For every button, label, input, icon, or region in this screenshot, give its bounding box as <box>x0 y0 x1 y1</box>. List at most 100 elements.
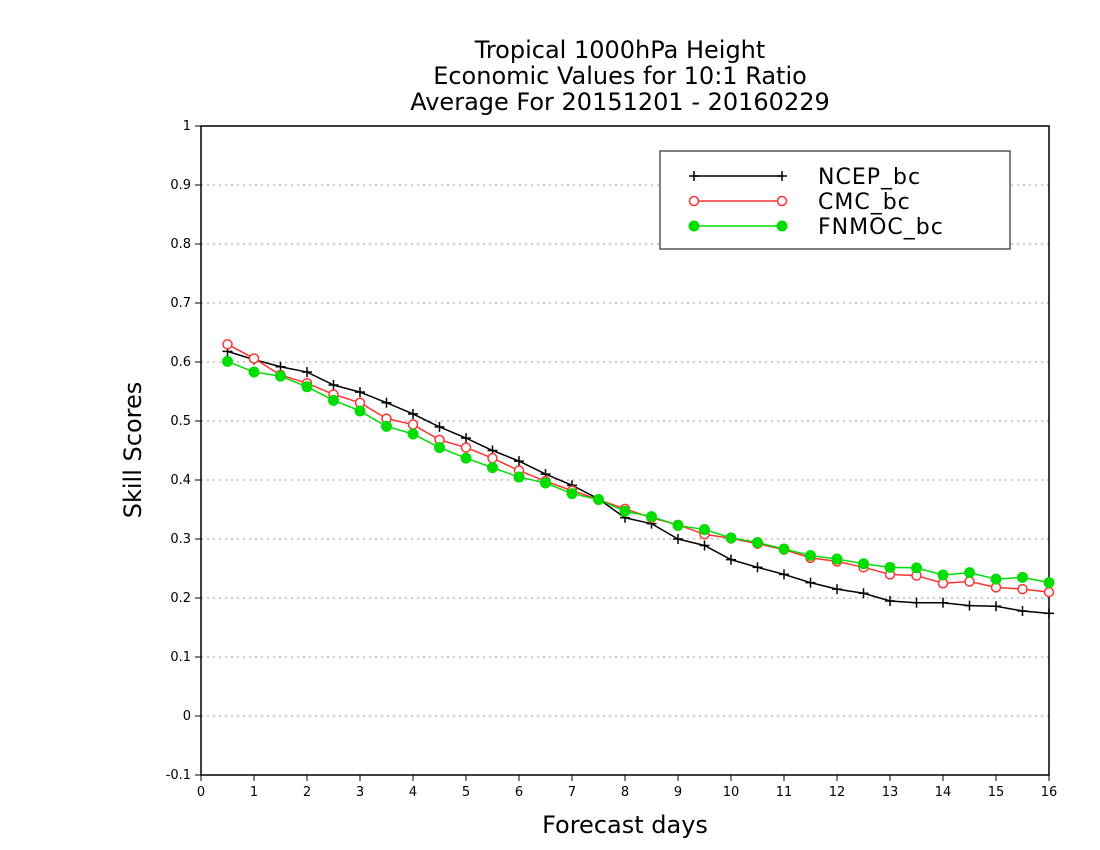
data-point-FNMOC_bc <box>778 543 790 555</box>
legend-item-CMC_bc: CMC_bc <box>688 190 911 215</box>
data-point-FNMOC_bc <box>460 452 472 464</box>
legend-marker <box>688 195 700 207</box>
data-point-NCEP_bc <box>434 421 445 432</box>
x-tick-label: 7 <box>568 785 576 800</box>
legend-marker <box>688 220 700 232</box>
data-point-FNMOC_bc <box>354 405 366 417</box>
data-point-FNMOC_bc <box>301 381 313 393</box>
x-tick-label: 12 <box>829 785 846 800</box>
data-point-FNMOC_bc <box>964 567 975 579</box>
data-point-FNMOC_bc <box>858 558 869 570</box>
data-point-NCEP_bc <box>805 577 816 588</box>
x-tick-label: 10 <box>723 785 740 800</box>
data-point-CMC_bc <box>964 576 975 587</box>
data-point-FNMOC_bc <box>248 366 260 378</box>
data-point-CMC_bc <box>407 419 419 430</box>
legend-marker <box>776 195 788 207</box>
legend-box <box>659 150 1011 250</box>
data-point-FNMOC_bc <box>222 355 233 367</box>
x-tick-label: 3 <box>356 785 364 800</box>
data-point-NCEP_bc <box>381 397 392 408</box>
x-tick-label: 2 <box>303 785 311 800</box>
data-point-FNMOC_bc <box>937 569 949 581</box>
data-point-FNMOC_bc <box>328 394 339 406</box>
data-point-FNMOC_bc <box>805 550 816 562</box>
data-point-NCEP_bc <box>408 408 418 419</box>
y-tick-label: 0.3 <box>170 532 191 547</box>
data-point-NCEP_bc <box>964 600 975 611</box>
legend-marker <box>689 171 699 181</box>
legend-item-NCEP_bc: NCEP_bc <box>689 165 921 190</box>
y-axis-label: Skill Scores <box>119 382 147 519</box>
x-axis-label: Forecast days <box>542 811 708 839</box>
y-tick-label: 0.5 <box>170 414 191 429</box>
data-point-CMC_bc <box>460 442 472 453</box>
x-tick-label: 0 <box>197 785 205 800</box>
data-point-FNMOC_bc <box>407 428 419 440</box>
data-point-FNMOC_bc <box>513 471 525 483</box>
x-tick-label: 6 <box>515 785 523 800</box>
x-tick-label: 15 <box>988 785 1005 800</box>
data-point-FNMOC_bc <box>275 370 286 382</box>
axis-ticks: -0.100.10.20.30.40.50.60.70.80.910 1 2 3 4 5 6… <box>166 119 1058 800</box>
chart-title-line-3: Average For 20151201 - 20160229 <box>410 88 830 116</box>
data-point-NCEP_bc <box>885 595 895 606</box>
data-point-NCEP_bc <box>328 380 339 391</box>
y-tick-label: -0.1 <box>166 768 191 783</box>
series-FNMOC_bc <box>222 355 1055 589</box>
legend-label: NCEP_bc <box>818 165 921 190</box>
y-tick-label: 0.6 <box>170 355 191 370</box>
x-tick-label: 14 <box>935 785 952 800</box>
x-tick-label: 4 <box>409 785 417 800</box>
y-tick-label: 1 <box>183 119 191 134</box>
data-point-CMC_bc <box>222 339 233 350</box>
data-point-NCEP_bc <box>514 456 524 467</box>
data-point-FNMOC_bc <box>566 488 578 500</box>
data-point-FNMOC_bc <box>381 420 392 432</box>
series-line-NCEP_bc <box>227 350 1050 615</box>
legend-marker <box>776 220 788 232</box>
data-point-NCEP_bc <box>1017 605 1028 616</box>
data-point-NCEP_bc <box>726 554 736 565</box>
series-line-CMC_bc <box>227 343 1050 593</box>
chart-title-line-2: Economic Values for 10:1 Ratio <box>433 62 807 90</box>
data-point-NCEP_bc <box>302 367 312 378</box>
data-point-FNMOC_bc <box>434 442 445 454</box>
x-tick-label: 11 <box>776 785 793 800</box>
data-point-CMC_bc <box>1017 583 1028 595</box>
data-point-NCEP_bc <box>858 588 869 599</box>
data-point-NCEP_bc <box>911 597 922 608</box>
data-point-FNMOC_bc <box>646 511 657 523</box>
series-NCEP_bc <box>222 346 1054 619</box>
y-tick-label: 0.7 <box>170 296 191 311</box>
x-tick-label: 13 <box>882 785 899 800</box>
data-point-FNMOC_bc <box>884 561 896 573</box>
y-tick-label: 0 <box>183 709 191 724</box>
data-point-CMC_bc <box>248 353 260 364</box>
data-point-FNMOC_bc <box>672 519 684 531</box>
data-point-FNMOC_bc <box>1043 577 1055 589</box>
data-point-NCEP_bc <box>779 569 789 580</box>
data-point-NCEP_bc <box>991 601 1001 612</box>
data-point-NCEP_bc <box>355 387 365 398</box>
x-tick-label: 8 <box>621 785 629 800</box>
data-point-NCEP_bc <box>752 562 763 573</box>
series-layer <box>222 339 1055 619</box>
chart-title: Tropical 1000hPa Height Economic Values … <box>410 36 830 116</box>
x-tick-label: 5 <box>462 785 470 800</box>
x-tick-label: 9 <box>674 785 682 800</box>
data-point-FNMOC_bc <box>725 532 737 544</box>
data-point-FNMOC_bc <box>699 524 710 536</box>
data-point-FNMOC_bc <box>540 477 551 489</box>
y-tick-label: 0.8 <box>170 237 191 252</box>
x-tick-label: 16 <box>1041 785 1058 800</box>
data-point-FNMOC_bc <box>619 505 631 517</box>
legend-label: CMC_bc <box>818 190 911 215</box>
legend-item-FNMOC_bc: FNMOC_bc <box>688 215 943 240</box>
series-line-FNMOC_bc <box>227 360 1050 584</box>
grid-lines <box>201 184 1049 717</box>
data-point-FNMOC_bc <box>911 562 922 574</box>
